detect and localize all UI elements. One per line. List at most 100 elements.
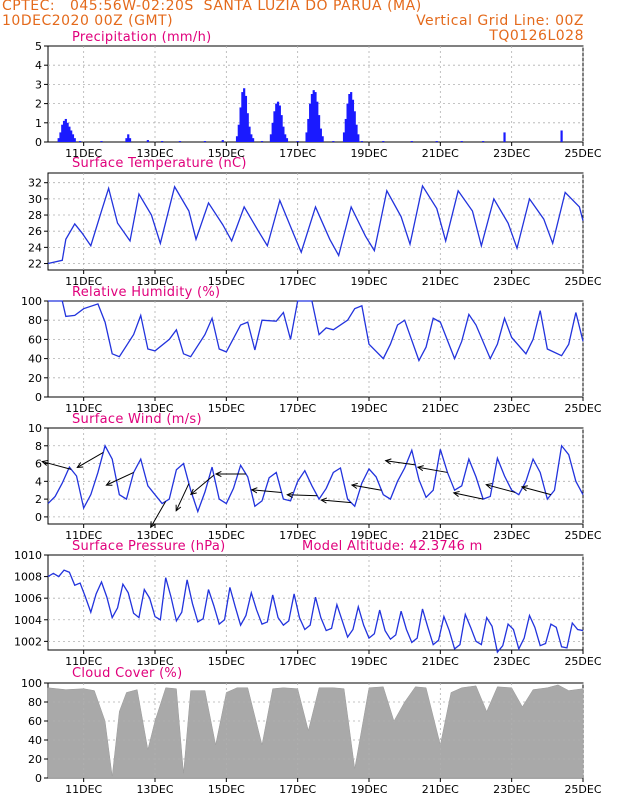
precip-bar [410,141,413,142]
wind-vector [106,471,134,486]
wind-vector [385,460,416,466]
y-tick-label: 1006 [14,592,42,605]
x-tick-label: 15DEC [208,275,245,288]
wind-vector [417,466,448,473]
precip-bar [61,124,64,142]
precip-bar [73,138,76,142]
wind-arrowhead [320,497,328,504]
precip-bar [560,130,563,142]
precip-bar [355,124,358,142]
y-tick-label: 80 [28,696,42,709]
precip-bar [237,124,240,142]
x-tick-label: 15DEC [208,783,245,796]
wind-arrowhead [105,480,113,486]
x-tick-label: 13DEC [136,783,173,796]
precip-bar [435,141,438,142]
x-tick-label: 17DEC [279,529,316,542]
x-tick-label: 23DEC [493,402,530,415]
panel-title: Cloud Cover (%) [72,666,182,681]
precip-bar [351,99,355,142]
y-tick-label: 0 [35,391,42,404]
precip-bar [482,141,485,142]
series-line [48,300,584,363]
y-tick-label: 1002 [14,635,42,648]
x-tick-label: 21DEC [422,275,459,288]
x-tick-label: 23DEC [493,783,530,796]
precip-bar [316,101,319,142]
x-tick-label: 21DEC [422,402,459,415]
precip-bar [62,120,66,142]
wind-arrowhead [150,521,156,529]
wind-vector [453,492,484,500]
precip-bar [246,113,249,142]
panel-frame [47,172,584,271]
y-tick-label: 0 [35,136,42,149]
x-tick-label: 25DEC [564,655,601,668]
panel-frame [47,427,584,525]
x-tick-label: 11DEC [65,275,102,288]
y-tick-label: 60 [28,333,42,346]
precip-bar [317,115,321,142]
precip-bar [221,140,224,142]
x-tick-label: 23DEC [493,655,530,668]
precip-bar [275,103,278,142]
precip-bar [278,105,281,142]
x-tick-label: 25DEC [564,529,601,542]
precip-bar [284,134,287,142]
precip-bar [342,132,346,142]
wind-arrowhead [250,487,258,494]
wind-arrowhead [175,504,182,512]
x-tick-label: 15DEC [208,147,245,160]
x-tick-label: 13DEC [136,275,173,288]
y-tick-label: 100 [21,295,42,308]
y-tick-label: 5 [35,40,42,53]
panel-frame [47,554,584,651]
x-tick-label: 13DEC [136,529,173,542]
x-tick-label: 21DEC [422,655,459,668]
series-line [47,569,584,654]
precip-bar [251,138,255,142]
wind-arrowhead [520,485,528,492]
y-tick-label: 60 [28,715,42,728]
wind-arrowhead [214,470,222,478]
x-tick-label: 13DEC [136,402,173,415]
precip-bar [68,126,71,142]
x-tick-label: 25DEC [564,275,601,288]
x-tick-label: 21DEC [422,783,459,796]
wind-arrowhead [286,491,293,498]
precip-bar [312,90,315,142]
x-tick-label: 17DEC [279,655,316,668]
y-tick-label: 4 [35,475,42,488]
wind-vector [190,474,215,495]
y-tick-label: 20 [28,753,42,766]
precip-bar [307,118,310,142]
precip-bar [79,141,82,142]
precip-bar [244,95,248,142]
y-tick-label: 3 [35,78,42,91]
x-tick-label: 11DEC [65,783,102,796]
wind-vector [77,452,104,468]
precip-bar [128,138,132,142]
precip-bar [146,140,149,142]
panel-title: Surface Pressure (hPa) [72,539,226,554]
panel-title: Relative Humidity (%) [72,285,220,300]
x-tick-label: 17DEC [279,275,316,288]
precip-bar [460,141,463,142]
y-tick-label: 20 [28,372,42,385]
x-tick-label: 23DEC [493,275,530,288]
wind-arrowhead [76,462,84,469]
panel-title: Precipitation (mm/h) [72,30,211,45]
y-tick-label: 80 [28,314,42,327]
x-tick-label: 11DEC [65,147,102,160]
precip-bar [350,92,353,142]
precip-bar [64,118,67,142]
precip-bar [309,103,312,142]
precip-bar [248,126,251,142]
wind-vector [42,461,72,470]
x-tick-label: 17DEC [279,783,316,796]
y-tick-label: 2 [35,493,42,506]
precip-bar [178,141,182,142]
precip-bar [348,94,351,142]
precip-bar [161,141,164,142]
series-line [47,184,584,265]
